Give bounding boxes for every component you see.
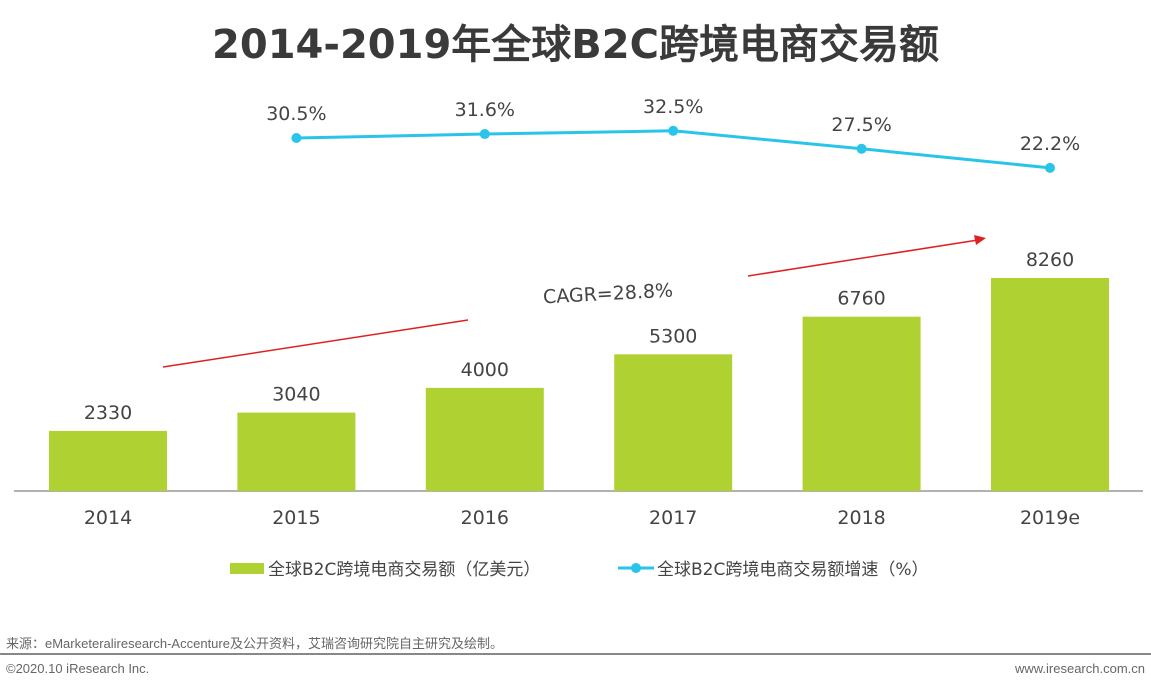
website: www.iresearch.com.cn — [1014, 661, 1145, 676]
growth-point-2019e — [1045, 162, 1055, 173]
bar-2015 — [237, 412, 356, 491]
cagr-arrow-segment-2 — [747, 239, 979, 277]
x-tick-2015: 2015 — [272, 507, 320, 529]
growth-point-2015 — [291, 133, 302, 143]
x-tick-2016: 2016 — [461, 507, 509, 529]
growth-label-2019e: 22.2% — [1020, 133, 1080, 155]
bar-label-2019e: 8260 — [1026, 249, 1074, 271]
bar-label-2015: 3040 — [272, 384, 320, 406]
legend-bar-swatch — [230, 563, 264, 574]
growth-point-2016 — [479, 129, 490, 140]
source-note: 来源：eMarketeraliresearch-Accenture及公开资料，艾… — [6, 636, 503, 651]
footer-divider — [0, 653, 1151, 655]
x-tick-2014: 2014 — [84, 507, 132, 529]
copyright: ©2020.10 iResearch Inc. — [6, 661, 150, 676]
legend-bar-label: 全球B2C跨境电商交易额（亿美元） — [268, 560, 540, 580]
chart-title: 2014-2019年全球B2C跨境电商交易额 — [212, 22, 939, 68]
legend-line-marker — [631, 563, 641, 573]
cagr-annotation: CAGR=28.8% — [542, 280, 673, 309]
growth-line — [296, 129, 1051, 170]
bar-label-2017: 5300 — [649, 325, 697, 347]
bar-label-2014: 2330 — [84, 402, 132, 424]
growth-label-2018: 27.5% — [831, 114, 891, 136]
bar-2018 — [802, 316, 921, 491]
growth-label-2015: 30.5% — [266, 103, 326, 125]
x-tick-2019e: 2019e — [1020, 507, 1080, 529]
x-tick-2018: 2018 — [837, 507, 885, 529]
growth-label-2016: 31.6% — [455, 99, 515, 121]
legend-line-label: 全球B2C跨境电商交易额增速（%） — [657, 560, 929, 580]
cagr-arrowhead — [974, 235, 986, 245]
growth-point-2017 — [668, 125, 679, 136]
bar-label-2016: 4000 — [461, 359, 509, 381]
growth-label-2017: 32.5% — [643, 96, 703, 118]
bar-2017 — [614, 354, 733, 491]
x-tick-2017: 2017 — [649, 507, 697, 529]
growth-point-2018 — [856, 143, 867, 154]
bar-2019e — [991, 278, 1109, 491]
bar-label-2018: 6760 — [837, 288, 885, 310]
bar-2014 — [49, 430, 167, 491]
bar-2016 — [425, 387, 544, 491]
cagr-arrow-segment-1 — [162, 319, 469, 368]
